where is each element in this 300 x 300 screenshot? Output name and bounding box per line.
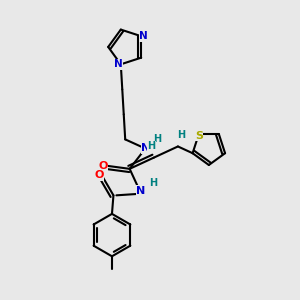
- Text: H: H: [147, 142, 155, 152]
- Text: N: N: [136, 186, 146, 196]
- Text: H: H: [149, 178, 157, 188]
- Text: O: O: [94, 170, 104, 180]
- Text: N: N: [114, 59, 123, 69]
- Text: S: S: [195, 130, 203, 141]
- Text: N: N: [141, 143, 151, 153]
- Text: H: H: [177, 130, 185, 140]
- Text: N: N: [139, 31, 148, 41]
- Text: H: H: [153, 134, 161, 144]
- Text: O: O: [98, 161, 108, 171]
